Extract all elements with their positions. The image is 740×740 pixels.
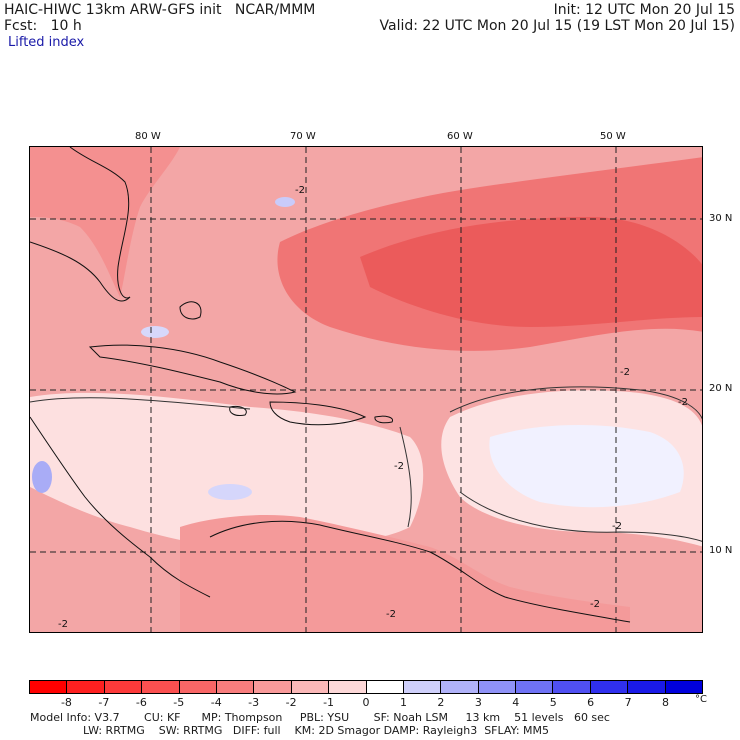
- colorbar-tick-label: 0: [362, 696, 370, 709]
- south-america-coast: [209, 520, 631, 623]
- colorbar-tick-label: -5: [173, 696, 185, 709]
- stable-patch-north: [275, 197, 295, 207]
- colorbar-swatch: [142, 681, 180, 693]
- gulf-coast: [30, 241, 131, 302]
- lon-label-60w: 60 W: [447, 131, 473, 142]
- cuba-coast: [88, 344, 297, 395]
- stable-patch-bahamas: [141, 326, 169, 338]
- contour-label: -2: [295, 185, 305, 196]
- colorbar-swatch: [67, 681, 105, 693]
- central-america-coast: [30, 416, 211, 598]
- colorbar-swatch: [104, 681, 143, 693]
- colorbar-swatch: [628, 681, 666, 693]
- florida-coast: [69, 147, 131, 299]
- contour-label: -2: [620, 367, 630, 378]
- model-info-line1: Model Info: V3.7 CU: KF MP: Thompson PBL…: [30, 711, 610, 724]
- colorbar-tick-label: 1: [399, 696, 407, 709]
- valid-time: Valid: 22 UTC Mon 20 Jul 15 (19 LST Mon …: [379, 18, 735, 34]
- colorbar-tick-label: -4: [210, 696, 222, 709]
- contour-label: -2: [590, 599, 600, 610]
- colorbar-swatch: [665, 681, 703, 693]
- stable-patch-caribbean: [208, 484, 252, 500]
- stable-patch-gulf: [32, 461, 52, 493]
- colorbar-tick-label: 3: [474, 696, 482, 709]
- colorbar-tick-label: 4: [512, 696, 520, 709]
- colorbar-swatch: [291, 681, 330, 693]
- lon-label-50w: 50 W: [600, 131, 626, 142]
- lat-label-20n: 20 N: [709, 383, 733, 394]
- bahamas-coast: [179, 301, 202, 320]
- colorbar-swatch: [30, 681, 68, 693]
- colorbar-tick-label: -7: [98, 696, 110, 709]
- lat-label-30n: 30 N: [709, 213, 733, 224]
- contour-caribbean-north: [30, 397, 251, 410]
- colorbar-swatch: [179, 681, 217, 693]
- colorbar-swatch: [516, 681, 554, 693]
- lon-label-80w: 80 W: [135, 131, 161, 142]
- colorbar-swatch: [329, 681, 367, 693]
- colorbar-tick-label: -6: [135, 696, 147, 709]
- contour-atlantic-north: [449, 386, 702, 420]
- lon-label-70w: 70 W: [290, 131, 316, 142]
- contour-label: -2: [58, 619, 68, 630]
- colorbar-swatch: [478, 681, 517, 693]
- colorbar-swatch: [590, 681, 629, 693]
- hispaniola-coast: [269, 401, 367, 426]
- map-title: HAIC-HIWC 13km ARW-GFS init NCAR/MMM: [4, 2, 316, 18]
- colorbar-tick-label: -1: [323, 696, 335, 709]
- colorbar-swatch: [441, 681, 479, 693]
- colorbar-swatch: [366, 681, 404, 693]
- colorbar-tick-label: 2: [437, 696, 445, 709]
- colorbar-swatch: [403, 681, 442, 693]
- contour-lines: [30, 386, 702, 542]
- puerto-rico-coast: [374, 415, 394, 424]
- lat-lon-grid: [30, 147, 702, 632]
- colorbar-tick-label: 7: [624, 696, 632, 709]
- colorbar-unit: °C: [695, 694, 707, 705]
- contour-label: -2: [612, 521, 622, 532]
- field-name: Lifted index: [8, 35, 85, 50]
- contour-label: -2: [394, 461, 404, 472]
- coastlines: [30, 147, 631, 623]
- model-info-line2: LW: RRTMG SW: RRTMG DIFF: full KM: 2D Sm…: [83, 724, 549, 737]
- lifted-index-map: -2 -2 -2 -2 -2 -2 -2 -2: [29, 146, 703, 633]
- init-time: Init: 12 UTC Mon 20 Jul 15: [553, 2, 735, 18]
- colorbar-tick-label: -8: [60, 696, 72, 709]
- caribbean-neutral-region: [30, 392, 424, 549]
- colorbar-tick-label: 5: [549, 696, 557, 709]
- contour-label: -2: [386, 609, 396, 620]
- contour-label: -2: [678, 397, 688, 408]
- atlantic-stable-region: [489, 425, 684, 508]
- florida-land-region: [30, 147, 180, 297]
- contour-east-caribbean: [399, 426, 412, 528]
- jamaica-coast: [229, 406, 247, 416]
- map-canvas: -2 -2 -2 -2 -2 -2 -2 -2: [30, 147, 702, 632]
- colorbar-tick-label: 8: [662, 696, 670, 709]
- colorbar: [29, 680, 703, 694]
- colorbar-swatch: [216, 681, 255, 693]
- south-america-land: [180, 515, 630, 632]
- lat-label-10n: 10 N: [709, 545, 733, 556]
- contour-atlantic-south: [459, 491, 702, 542]
- colorbar-tick-label: 6: [587, 696, 595, 709]
- contour-label-group: -2 -2 -2 -2 -2 -2 -2 -2: [58, 185, 688, 630]
- forecast-hour: Fcst: 10 h: [4, 18, 82, 34]
- colorbar-tick-label: -3: [248, 696, 260, 709]
- colorbar-swatch: [254, 681, 292, 693]
- colorbar-tick-label: -2: [285, 696, 297, 709]
- colorbar-swatch: [553, 681, 591, 693]
